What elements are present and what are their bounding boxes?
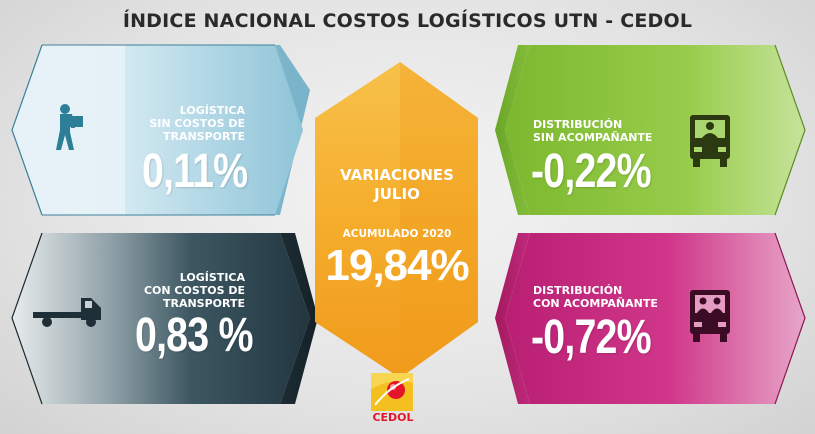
label-line: LOGÍSTICA xyxy=(179,104,245,117)
center-value: 19,84% xyxy=(325,241,469,290)
truck-driver-icon xyxy=(688,113,732,174)
label-line: DISTRIBUCIÓN xyxy=(533,118,623,131)
panel-value-logistica-con: 0,83 % xyxy=(135,309,253,362)
panel-label-distribucion-con: DISTRIBUCIÓN CON ACOMPAÑANTE xyxy=(533,284,683,310)
shape-green-edge xyxy=(495,45,530,215)
center-title-line: JULIO xyxy=(374,185,420,203)
panel-value-distribucion-sin: -0,22% xyxy=(531,145,652,198)
truck-icon xyxy=(33,292,103,337)
cedol-logo-icon xyxy=(371,373,413,416)
panel-value-logistica-sin: 0,11% xyxy=(142,145,248,198)
truck-two-people-icon xyxy=(688,288,732,349)
shape-pink-edge xyxy=(495,233,530,404)
center-sub-label: ACUMULADO 2020 xyxy=(342,228,452,240)
label-line: SIN ACOMPAÑANTE xyxy=(533,131,653,144)
center-title-line: VARIACIONES xyxy=(340,166,454,184)
label-line: TRANSPORTE xyxy=(162,130,245,143)
label-line: DISTRIBUCIÓN xyxy=(533,284,623,297)
label-line: TRANSPORTE xyxy=(162,297,245,310)
center-title: VARIACIONES JULIO xyxy=(322,166,472,204)
panel-label-distribucion-sin: DISTRIBUCIÓN SIN ACOMPAÑANTE xyxy=(533,118,683,144)
label-line: CON COSTOS DE xyxy=(143,284,245,297)
panel-label-logistica-sin: LOGÍSTICA SIN COSTOS DE TRANSPORTE xyxy=(120,104,245,143)
page-title: ÍNDICE NACIONAL COSTOS LOGÍSTICOS UTN - … xyxy=(122,10,693,32)
panel-label-logistica-con: LOGÍSTICA CON COSTOS DE TRANSPORTE xyxy=(120,271,245,310)
panel-value-distribucion-con: -0,72% xyxy=(531,311,652,364)
delivery-person-icon xyxy=(50,102,90,159)
shape-orange-center xyxy=(315,62,478,378)
label-line: LOGÍSTICA xyxy=(179,271,245,284)
cedol-logo-text: CEDOL xyxy=(372,411,414,424)
label-line: CON ACOMPAÑANTE xyxy=(533,297,658,310)
shape-navy-edge xyxy=(280,233,318,404)
label-line: SIN COSTOS DE xyxy=(149,117,245,130)
